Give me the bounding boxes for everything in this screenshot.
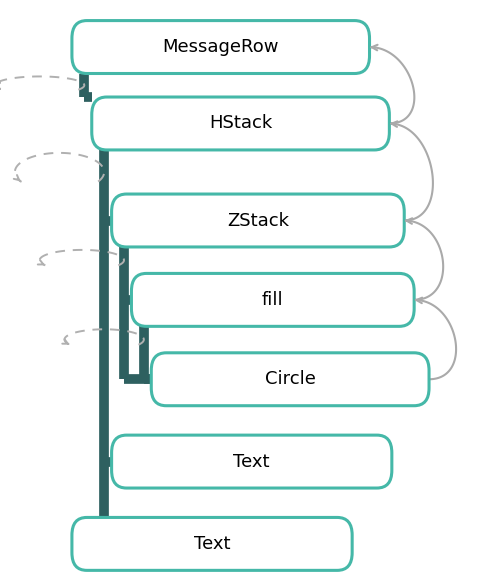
Text: ZStack: ZStack — [227, 212, 289, 229]
FancyBboxPatch shape — [151, 353, 429, 406]
Text: Circle: Circle — [265, 370, 315, 388]
FancyBboxPatch shape — [72, 21, 370, 74]
Text: Text: Text — [194, 535, 230, 553]
FancyBboxPatch shape — [72, 517, 352, 570]
Text: MessageRow: MessageRow — [163, 38, 279, 56]
Text: HStack: HStack — [209, 115, 272, 132]
Text: fill: fill — [262, 291, 284, 309]
FancyBboxPatch shape — [112, 435, 392, 488]
FancyBboxPatch shape — [131, 273, 414, 326]
FancyBboxPatch shape — [112, 194, 404, 247]
FancyBboxPatch shape — [92, 97, 389, 150]
Text: Text: Text — [234, 453, 270, 470]
